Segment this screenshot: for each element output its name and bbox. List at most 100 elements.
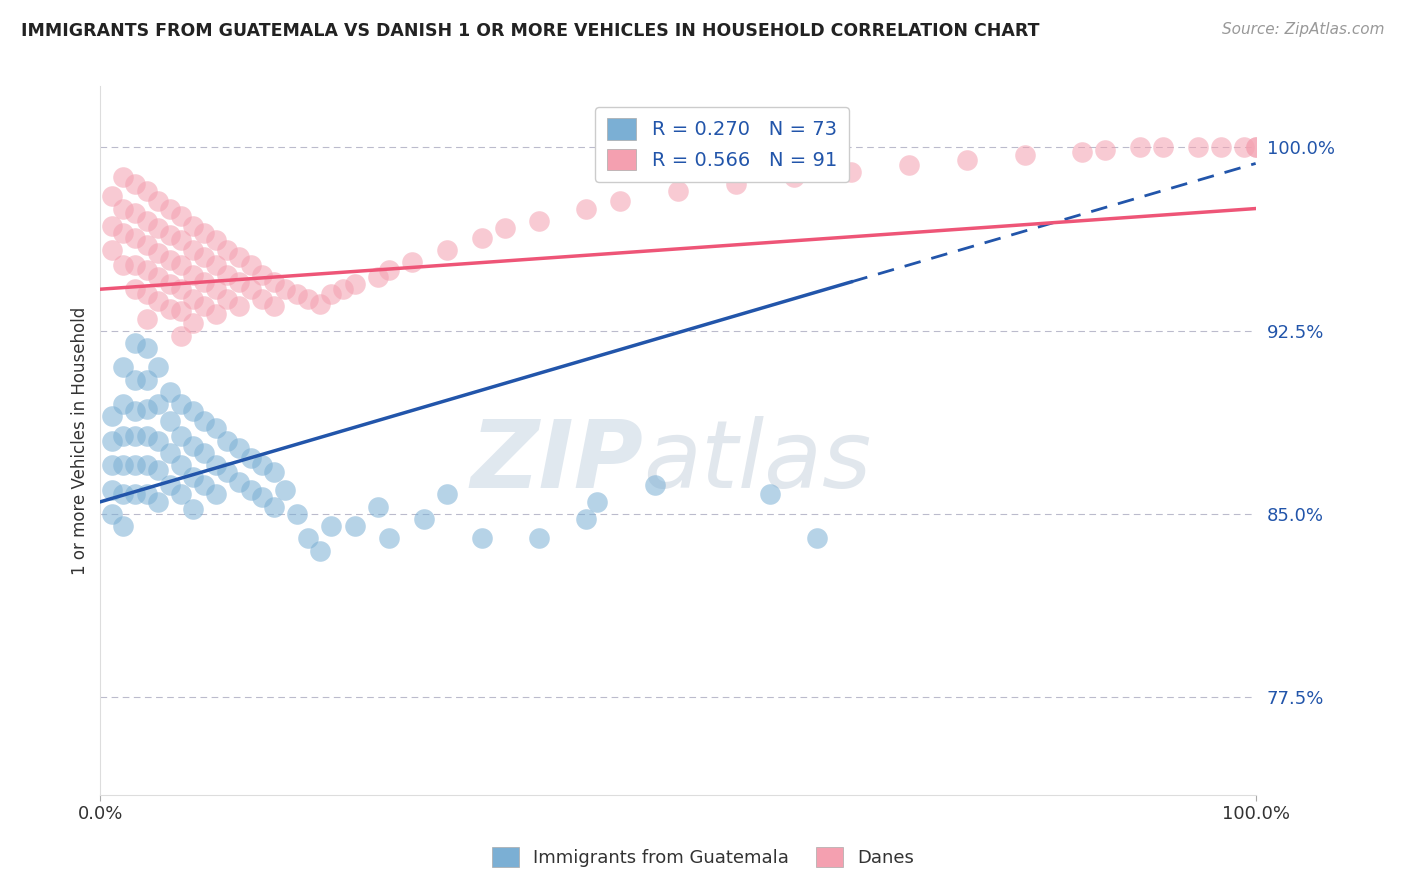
Point — [644, 477, 666, 491]
Point — [124, 458, 146, 472]
Point — [124, 404, 146, 418]
Point — [378, 532, 401, 546]
Point — [217, 268, 239, 282]
Point — [193, 414, 215, 428]
Legend: Immigrants from Guatemala, Danes: Immigrants from Guatemala, Danes — [484, 839, 922, 874]
Point — [170, 397, 193, 411]
Point — [274, 483, 297, 497]
Point — [724, 177, 747, 191]
Point — [806, 532, 828, 546]
Point — [101, 458, 124, 472]
Point — [1233, 140, 1256, 154]
Point — [135, 185, 157, 199]
Point — [146, 221, 169, 235]
Point — [124, 373, 146, 387]
Point — [205, 282, 228, 296]
Point — [205, 258, 228, 272]
Point — [135, 401, 157, 416]
Point — [609, 194, 631, 209]
Point — [193, 275, 215, 289]
Point — [471, 231, 494, 245]
Point — [181, 439, 204, 453]
Point — [574, 512, 596, 526]
Point — [228, 299, 250, 313]
Point — [308, 297, 330, 311]
Point — [250, 268, 273, 282]
Point — [250, 292, 273, 306]
Point — [101, 507, 124, 521]
Point — [135, 458, 157, 472]
Point — [124, 335, 146, 350]
Point — [436, 243, 458, 257]
Point — [135, 487, 157, 501]
Point — [170, 233, 193, 247]
Point — [181, 404, 204, 418]
Point — [112, 360, 135, 375]
Point — [332, 282, 354, 296]
Point — [101, 409, 124, 424]
Point — [956, 153, 979, 167]
Point — [135, 311, 157, 326]
Point — [159, 414, 181, 428]
Point — [181, 317, 204, 331]
Point — [250, 458, 273, 472]
Point — [1014, 148, 1036, 162]
Point — [146, 360, 169, 375]
Point — [159, 228, 181, 243]
Point — [367, 500, 389, 514]
Point — [170, 304, 193, 318]
Point — [239, 258, 262, 272]
Point — [170, 429, 193, 443]
Point — [181, 268, 204, 282]
Point — [112, 258, 135, 272]
Point — [170, 258, 193, 272]
Point — [436, 487, 458, 501]
Point — [1152, 140, 1174, 154]
Point — [135, 287, 157, 301]
Point — [170, 328, 193, 343]
Point — [263, 466, 285, 480]
Point — [146, 397, 169, 411]
Point — [274, 282, 297, 296]
Point — [412, 512, 434, 526]
Point — [285, 507, 308, 521]
Point — [124, 258, 146, 272]
Point — [112, 429, 135, 443]
Point — [135, 213, 157, 227]
Text: IMMIGRANTS FROM GUATEMALA VS DANISH 1 OR MORE VEHICLES IN HOUSEHOLD CORRELATION : IMMIGRANTS FROM GUATEMALA VS DANISH 1 OR… — [21, 22, 1039, 40]
Point — [193, 446, 215, 460]
Point — [112, 458, 135, 472]
Point — [1094, 143, 1116, 157]
Point — [205, 458, 228, 472]
Point — [239, 450, 262, 465]
Point — [112, 397, 135, 411]
Point — [101, 189, 124, 203]
Point — [135, 341, 157, 355]
Point — [193, 299, 215, 313]
Point — [228, 251, 250, 265]
Point — [193, 226, 215, 240]
Point — [529, 213, 551, 227]
Point — [146, 294, 169, 309]
Point — [217, 434, 239, 448]
Text: atlas: atlas — [644, 417, 872, 508]
Point — [181, 219, 204, 233]
Point — [898, 157, 921, 171]
Point — [181, 470, 204, 484]
Point — [146, 245, 169, 260]
Point — [367, 270, 389, 285]
Point — [146, 194, 169, 209]
Point — [135, 373, 157, 387]
Point — [205, 233, 228, 247]
Legend: R = 0.270   N = 73, R = 0.566   N = 91: R = 0.270 N = 73, R = 0.566 N = 91 — [595, 107, 849, 182]
Point — [146, 270, 169, 285]
Point — [170, 458, 193, 472]
Point — [239, 282, 262, 296]
Point — [124, 206, 146, 220]
Point — [124, 487, 146, 501]
Point — [217, 466, 239, 480]
Point — [666, 185, 689, 199]
Point — [112, 487, 135, 501]
Point — [308, 543, 330, 558]
Point — [124, 177, 146, 191]
